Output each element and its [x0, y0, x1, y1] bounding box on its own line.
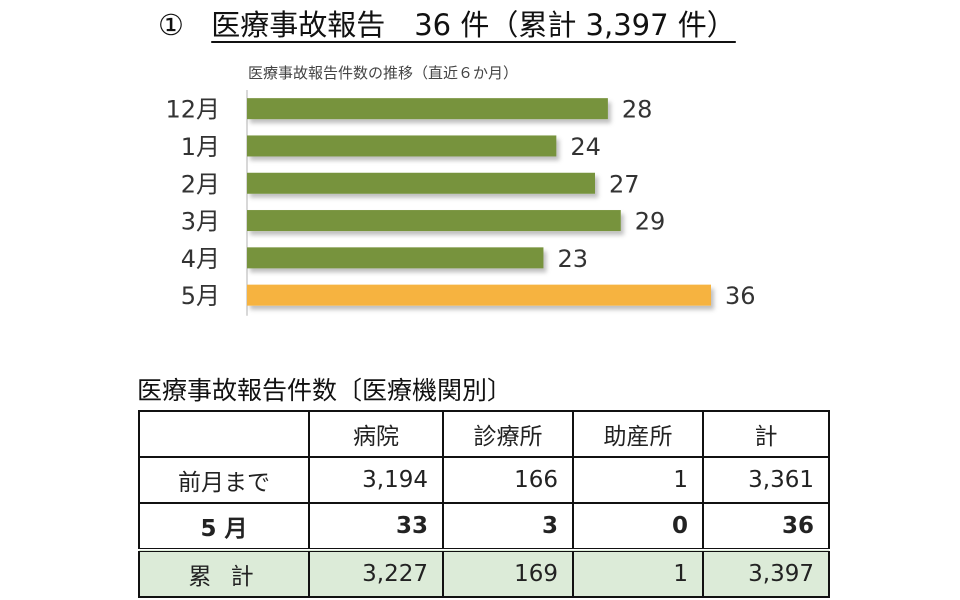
bar [247, 172, 595, 194]
cell-clinic: 166 [442, 456, 574, 504]
cell-hospital: 3,227 [308, 549, 444, 598]
cell-midwifery: 1 [572, 456, 704, 504]
bar [247, 135, 557, 157]
bar [247, 210, 621, 232]
row-label: 累 計 [138, 549, 310, 598]
category-label: 5月 [181, 282, 220, 310]
page-title-text: 医療事故報告 36 件（累計 3,397 件） [211, 8, 736, 42]
header-cell-empty [138, 410, 310, 458]
bar [247, 247, 544, 269]
cell-hospital: 3,194 [308, 456, 444, 504]
section-number: ① [158, 8, 184, 42]
cell-total: 3,361 [702, 456, 830, 504]
cell-midwifery: 1 [572, 549, 704, 598]
header-cell-hospital: 病院 [308, 410, 444, 458]
data-label: 29 [635, 208, 666, 236]
bar-chart: 12月 28 1月 24 2月 27 3月 29 4月 23 5月 36 [165, 90, 756, 316]
category-label: 2月 [181, 170, 220, 198]
table-row: 前月まで 3,194 166 1 3,361 [138, 456, 830, 504]
data-label: 27 [609, 170, 640, 198]
bar [247, 284, 711, 306]
cell-hospital: 33 [308, 502, 444, 552]
header-cell-midwifery: 助産所 [572, 410, 704, 458]
data-label: 28 [622, 96, 653, 124]
cell-clinic: 3 [442, 502, 574, 552]
category-label: 1月 [181, 133, 220, 161]
cell-total: 3,397 [702, 549, 830, 598]
table-row: 累 計 3,227 169 1 3,397 [138, 549, 830, 598]
data-label: 24 [570, 133, 601, 161]
table-header-row: 病院 診療所 助産所 計 [138, 410, 830, 458]
page-title: ① 医療事故報告 36 件（累計 3,397 件） [158, 2, 754, 44]
data-label: 23 [557, 245, 588, 273]
row-label: 前月まで [138, 456, 310, 504]
data-label: 36 [725, 282, 756, 310]
facility-table: 病院 診療所 助産所 計 前月まで 3,194 166 1 3,361 5 月 … [138, 410, 830, 598]
chart-title: 医療事故報告件数の推移（直近６か月） [248, 64, 519, 82]
table-row: 5 月 33 3 0 36 [138, 502, 830, 552]
header-cell-total: 計 [702, 410, 830, 458]
category-label: 3月 [181, 208, 220, 236]
bar [247, 98, 608, 120]
cell-midwifery: 0 [572, 502, 704, 552]
table-title: 医療事故報告件数〔医療機関別〕 [137, 376, 513, 405]
cell-total: 36 [702, 502, 830, 552]
row-label: 5 月 [138, 502, 310, 552]
category-label: 12月 [165, 96, 220, 124]
category-label: 4月 [181, 245, 220, 273]
cell-clinic: 169 [442, 549, 574, 598]
header-cell-clinic: 診療所 [442, 410, 574, 458]
